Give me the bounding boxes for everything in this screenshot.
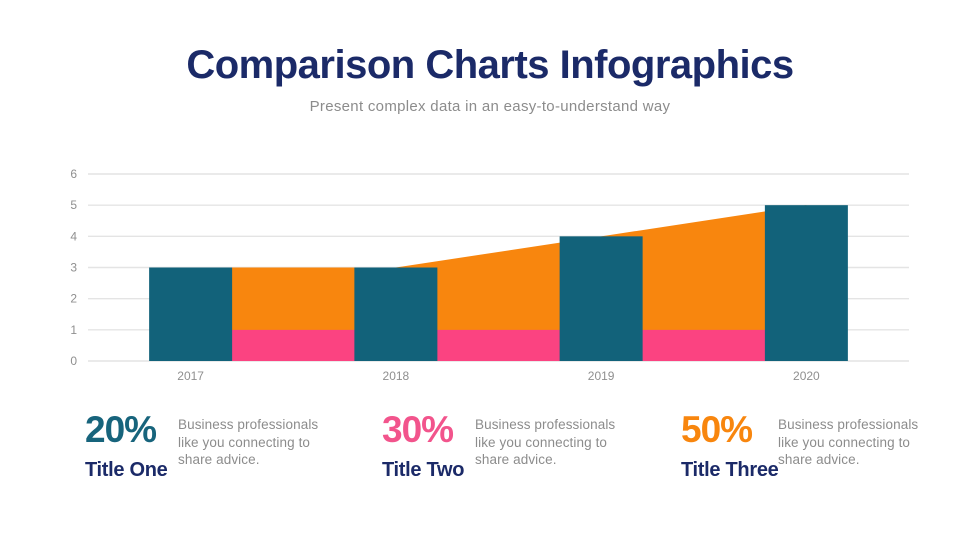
y-axis-label-5: 5	[70, 198, 77, 212]
stat-three-title: Title Three	[681, 458, 779, 481]
stat-three-value: 50%	[681, 409, 753, 450]
y-axis-label-0: 0	[70, 354, 77, 368]
stat-two-value: 30%	[382, 409, 454, 450]
y-axis-label-1: 1	[70, 323, 77, 337]
y-axis-label-4: 4	[70, 229, 77, 243]
stat-one-description: Business professionals like you connecti…	[178, 417, 319, 468]
x-axis-label-2017: 2017	[177, 369, 204, 383]
bar-2019	[559, 236, 643, 361]
y-axis-label-2: 2	[70, 292, 77, 306]
bar-2020	[764, 205, 848, 361]
stat-two-left-column: 30% Title Two	[382, 409, 475, 482]
bar-2017	[149, 267, 233, 361]
area-upper	[190, 205, 807, 361]
stat-two-title: Title Two	[382, 458, 465, 481]
stat-three-description: Business professionals like you connecti…	[778, 417, 919, 468]
x-axis-label-2018: 2018	[383, 369, 410, 383]
page-subtitle: Present complex data in an easy-to-under…	[309, 98, 671, 115]
stat-one-value: 20%	[85, 409, 157, 450]
stat-three-left-column: 50% Title Three	[681, 409, 779, 482]
stat-two-description: Business professionals like you connecti…	[475, 417, 616, 468]
page-title: Comparison Charts Infographics	[186, 43, 794, 87]
x-axis-label-2019: 2019	[588, 369, 615, 383]
stat-block-two: 30% Title Two Business professionals lik…	[382, 409, 617, 482]
stat-block-three: 50% Title Three Business professionals l…	[681, 409, 920, 482]
area-lower	[190, 329, 807, 361]
header: Comparison Charts Infographics Present c…	[0, 44, 980, 115]
bar-2018	[354, 267, 438, 361]
x-axis-label-2020: 2020	[793, 369, 820, 383]
y-axis-label-3: 3	[70, 261, 77, 275]
stat-one-left-column: 20% Title One	[85, 409, 178, 482]
stat-one-title: Title One	[85, 458, 168, 481]
stat-block-one: 20% Title One Business professionals lik…	[85, 409, 320, 482]
y-axis-label-6: 6	[70, 167, 77, 181]
